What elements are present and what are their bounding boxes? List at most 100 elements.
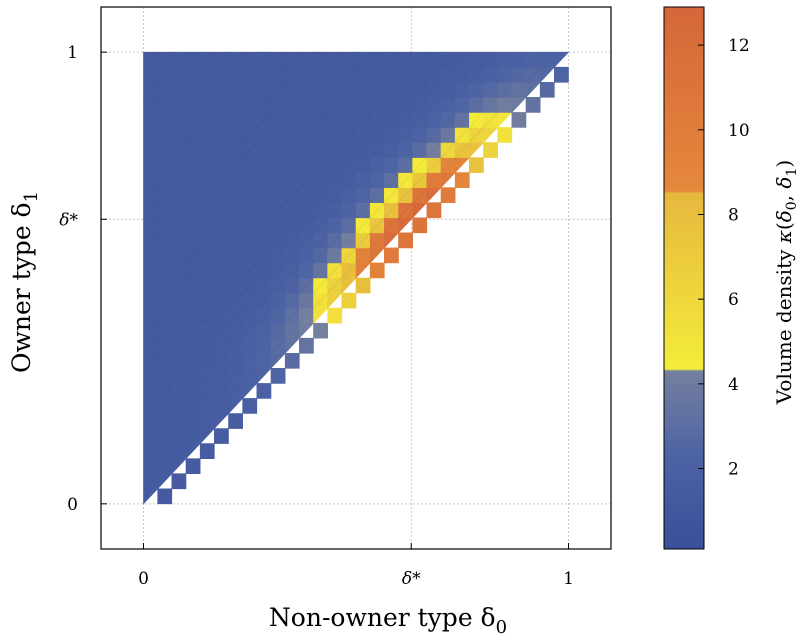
surface-cell (327, 292, 343, 309)
colorbar-tick-label-4: 10 (728, 121, 750, 141)
surface-cell (525, 81, 541, 99)
surface-cell (440, 172, 456, 189)
surface-cell (469, 142, 485, 159)
surface-cell (185, 458, 201, 475)
surface-cell (440, 187, 456, 204)
colorbar-tick-label-3: 8 (728, 205, 739, 225)
colorbar-title: Volume density κ(δ0, δ1) (772, 160, 798, 405)
plot-frame (100, 6, 612, 550)
colorbar-tick-label-0: 2 (728, 460, 739, 480)
surface-cell (384, 232, 400, 249)
y-tick-label-0: 0 (67, 495, 78, 515)
surface-cell (369, 262, 385, 279)
surface-cell (341, 292, 357, 309)
surface-cell (242, 398, 258, 414)
surface-cell (171, 473, 187, 490)
surface-cell (214, 413, 230, 430)
mesh-line (143, 51, 371, 294)
surface-cell (341, 277, 357, 294)
mesh-line (143, 51, 158, 68)
surface-cell (157, 473, 173, 490)
surface-cell (554, 51, 570, 68)
mesh-line (143, 51, 484, 414)
surface-cell (185, 443, 201, 460)
mesh-line (143, 51, 173, 83)
colorbar-ticks: 2 4 6 8 10 12 (698, 36, 750, 480)
surface-cell (525, 97, 541, 113)
mesh-line (143, 51, 229, 143)
mesh-line (143, 51, 456, 384)
density-surface (143, 51, 570, 505)
mesh-line (143, 51, 272, 188)
surface-cell (398, 232, 413, 249)
mesh-line (143, 51, 300, 218)
surface-cell (256, 368, 272, 385)
surface-cell (412, 202, 428, 219)
surface-cell (228, 398, 244, 415)
surface-cell (469, 157, 484, 173)
mesh-line (143, 51, 541, 474)
surface-cell (199, 443, 215, 459)
mesh-line (143, 51, 357, 279)
surface-cell (454, 172, 470, 188)
surface-cell (369, 247, 386, 264)
mesh-line (143, 51, 314, 234)
surface-cell (497, 112, 513, 129)
surface-cell (242, 383, 258, 400)
x-tick-label-1: δ* (402, 569, 421, 589)
surface-cell (398, 217, 414, 234)
surface-cell (426, 202, 442, 219)
colorbar-tick-label-5: 12 (728, 36, 750, 56)
y-tick-label-1: δ* (59, 210, 78, 230)
surface-cell (355, 277, 371, 294)
mesh-line (143, 51, 399, 324)
surface-cell (497, 127, 513, 143)
surface-cell (214, 428, 229, 444)
mesh-line (143, 51, 328, 249)
colorbar-tick-label-1: 4 (728, 375, 739, 395)
x-tick-label-0: 0 (138, 569, 149, 589)
mesh-line (143, 51, 286, 203)
surface-cell (539, 81, 555, 98)
mesh-line (143, 51, 258, 173)
surface-cell (270, 352, 286, 370)
mesh-line (143, 51, 201, 113)
x-axis-ticks: 0 δ* 1 (138, 543, 574, 589)
mesh-line (143, 51, 243, 158)
mesh-line (143, 51, 413, 339)
mesh-line (143, 51, 527, 459)
surface-cell (284, 337, 301, 355)
mesh-line (143, 51, 498, 429)
x-tick-label-2: 1 (563, 569, 574, 589)
surface-cell (256, 383, 272, 399)
surface-cell (157, 488, 173, 505)
mesh-line (143, 51, 442, 369)
surface-cell (299, 337, 314, 354)
surface-cell (412, 217, 428, 234)
surface-cell (270, 368, 286, 384)
surface-cell (483, 127, 499, 144)
surface-cell (313, 307, 329, 324)
surface-cell (143, 488, 159, 505)
mesh-line (143, 51, 343, 264)
surface-cell (284, 352, 300, 369)
surface-cell (511, 112, 527, 128)
surface-cell (539, 66, 556, 84)
x-axis-title: Non-owner type δ0 (269, 603, 507, 638)
surface-cell (483, 142, 498, 158)
surface-cell (454, 157, 471, 174)
y-axis-ticks: 0 δ* 1 (59, 43, 107, 515)
mesh-line (143, 51, 555, 489)
surface-cell (171, 458, 187, 475)
surface-cell (511, 97, 527, 114)
mesh-line (143, 51, 215, 128)
surface-cell (426, 187, 442, 204)
surface-cell (554, 66, 569, 83)
mesh-line (143, 51, 428, 354)
y-tick-label-2: 1 (67, 43, 78, 63)
y-axis-title: Owner type δ1 (7, 191, 42, 373)
surface-cell (199, 428, 216, 445)
surface-cell (327, 307, 343, 324)
mesh-line (143, 51, 187, 98)
